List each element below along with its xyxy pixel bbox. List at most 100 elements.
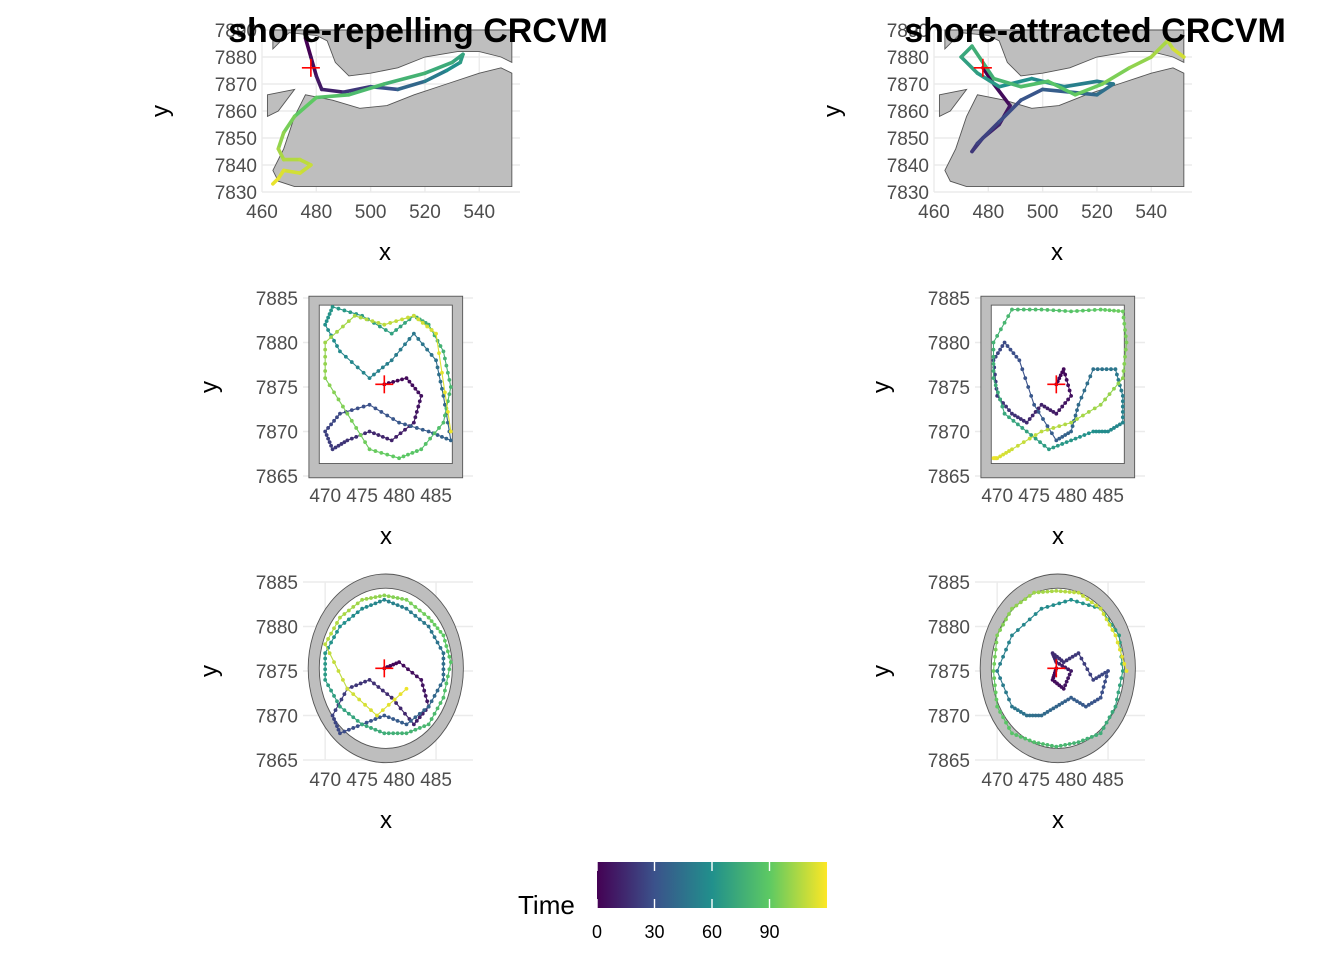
track-point <box>1120 399 1125 404</box>
track-point <box>1051 426 1056 430</box>
track-point <box>386 731 391 736</box>
track-point <box>1070 424 1075 429</box>
track-point <box>1032 590 1037 595</box>
track-point <box>363 431 367 436</box>
y-tick-label: 7840 <box>215 156 257 177</box>
track-point <box>993 647 998 652</box>
track-point <box>1027 738 1032 743</box>
track-point <box>423 442 428 446</box>
x-tick-label: 480 <box>1055 486 1087 507</box>
track-point <box>1041 417 1045 421</box>
track-point <box>992 676 997 681</box>
track-point <box>1076 402 1081 407</box>
track-point <box>1001 715 1005 720</box>
track-point <box>401 663 406 668</box>
track-point <box>1007 697 1011 702</box>
track-point <box>447 667 452 672</box>
track-point <box>414 674 419 679</box>
track-point <box>423 694 428 698</box>
track-point <box>1107 392 1112 397</box>
track-point <box>1064 377 1069 382</box>
track-point <box>354 683 359 688</box>
track-point <box>429 353 434 357</box>
track-point <box>1072 590 1076 595</box>
track-segment <box>276 130 286 151</box>
track-point <box>403 422 407 427</box>
track-point <box>1070 654 1075 659</box>
track-point <box>1069 438 1073 443</box>
track-point <box>413 386 418 391</box>
track-point <box>1063 433 1068 437</box>
track-point <box>993 690 998 695</box>
track-point <box>1000 404 1005 409</box>
track-point <box>1095 367 1100 372</box>
track-point <box>1010 411 1014 416</box>
track-point <box>1054 411 1059 416</box>
track-point <box>351 726 356 730</box>
x-tick-label: 475 <box>1018 770 1050 791</box>
track-point <box>991 354 996 359</box>
y-tick-label: 7865 <box>256 751 298 772</box>
track-segment <box>997 76 1034 89</box>
track-point <box>1069 309 1073 314</box>
x-tick-label: 485 <box>420 770 452 791</box>
track-point <box>367 429 372 434</box>
track-point <box>437 372 441 377</box>
track-point <box>403 321 407 325</box>
track-point <box>1023 597 1028 601</box>
track-point <box>1036 741 1041 745</box>
x-tick-label: 475 <box>346 486 378 507</box>
track-point <box>991 376 996 380</box>
track-point <box>1018 600 1023 605</box>
track-point <box>386 594 391 599</box>
track-point <box>1004 720 1008 725</box>
track-point <box>336 443 341 448</box>
x-tick-label: 485 <box>420 486 452 507</box>
track-point <box>429 717 434 721</box>
track-point <box>1007 408 1011 413</box>
track-point <box>398 692 403 697</box>
track-point <box>1048 408 1053 413</box>
track-point <box>342 308 347 313</box>
track-point <box>1038 440 1042 445</box>
track-point <box>382 322 387 327</box>
track-point <box>1024 713 1029 718</box>
track-point <box>1001 654 1005 659</box>
track-point <box>403 342 407 347</box>
track-point <box>1024 429 1029 434</box>
track-point <box>332 418 336 423</box>
track-point <box>417 711 422 716</box>
track-point <box>426 722 431 727</box>
y-tick-label: 7830 <box>887 183 929 204</box>
track-point <box>1104 674 1109 679</box>
track-point <box>1113 633 1118 638</box>
track-point <box>394 319 399 324</box>
track-point <box>349 418 354 423</box>
track-point <box>1120 420 1125 425</box>
track-point <box>377 594 382 599</box>
track-point <box>1115 640 1120 645</box>
track-point <box>998 397 1003 402</box>
south-landmass <box>272 67 513 188</box>
track-point <box>1042 404 1047 409</box>
track-point <box>1112 308 1116 313</box>
track-point <box>1002 320 1007 325</box>
track-point <box>1021 307 1026 312</box>
track-point <box>426 624 431 629</box>
track-point <box>1067 388 1072 393</box>
track-point <box>440 434 444 439</box>
y-axis-label: y <box>868 665 895 677</box>
track-point <box>1027 307 1032 312</box>
track-point <box>389 358 394 363</box>
track-point <box>1095 697 1100 702</box>
track-point <box>330 713 335 718</box>
track-point <box>1101 612 1106 616</box>
track-point <box>1063 699 1068 704</box>
track-point <box>358 681 363 686</box>
track-point <box>380 434 385 439</box>
track-point <box>1122 661 1127 666</box>
track-point <box>413 613 418 618</box>
track-point <box>377 599 382 604</box>
track-point <box>1023 736 1028 741</box>
track-point <box>327 383 332 388</box>
